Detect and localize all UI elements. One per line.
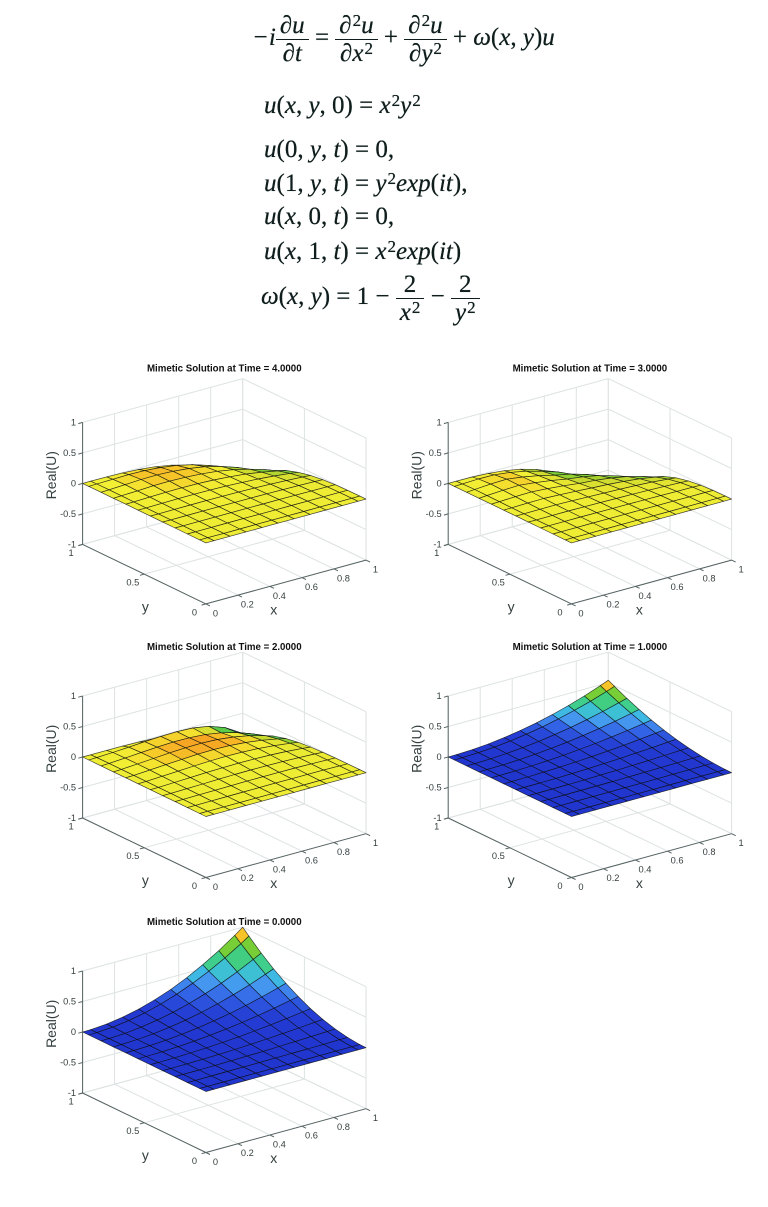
svg-text:0.6: 0.6	[305, 582, 318, 592]
svg-text:0: 0	[578, 882, 583, 892]
svg-text:0.2: 0.2	[241, 600, 254, 610]
svg-text:-0.5: -0.5	[426, 509, 442, 519]
svg-text:0.5: 0.5	[126, 1126, 139, 1136]
svg-text:0.4: 0.4	[273, 591, 286, 601]
svg-text:0.6: 0.6	[305, 1131, 318, 1141]
svg-text:0.4: 0.4	[639, 865, 652, 875]
svg-text:0.8: 0.8	[337, 1122, 350, 1132]
svg-text:Real(U): Real(U)	[408, 725, 424, 773]
svg-text:1: 1	[434, 548, 439, 558]
svg-text:1: 1	[69, 822, 74, 832]
svg-text:-0.5: -0.5	[426, 783, 442, 793]
svg-text:-0.5: -0.5	[60, 783, 76, 793]
svg-text:0: 0	[437, 752, 442, 762]
svg-text:0: 0	[71, 1027, 76, 1037]
svg-text:y: y	[142, 599, 149, 615]
svg-text:1: 1	[739, 565, 744, 575]
svg-text:0.5: 0.5	[492, 851, 505, 861]
svg-text:0.4: 0.4	[273, 1140, 286, 1150]
svg-text:0: 0	[192, 881, 197, 891]
svg-text:0.2: 0.2	[241, 1148, 254, 1158]
svg-text:-1: -1	[433, 540, 441, 550]
svg-text:0.5: 0.5	[126, 851, 139, 861]
svg-text:0: 0	[192, 1156, 197, 1166]
svg-text:Real(U): Real(U)	[43, 451, 59, 499]
svg-text:0: 0	[578, 608, 583, 618]
svg-text:-1: -1	[68, 540, 76, 550]
svg-text:0.5: 0.5	[429, 722, 442, 732]
svg-text:0.5: 0.5	[126, 578, 139, 588]
svg-text:1: 1	[739, 838, 744, 848]
svg-text:y: y	[142, 872, 149, 888]
svg-text:0: 0	[213, 608, 218, 618]
svg-text:Real(U): Real(U)	[43, 1000, 59, 1048]
svg-text:0: 0	[557, 881, 562, 891]
svg-text:0.8: 0.8	[703, 573, 716, 583]
svg-text:0.6: 0.6	[305, 856, 318, 866]
svg-text:0.5: 0.5	[63, 997, 76, 1007]
svg-text:0.4: 0.4	[273, 865, 286, 875]
svg-text:0.8: 0.8	[703, 847, 716, 857]
svg-text:0: 0	[71, 479, 76, 489]
svg-text:1: 1	[373, 565, 378, 575]
svg-text:x: x	[270, 602, 277, 618]
svg-text:Mimetic Solution at Time = 4.0: Mimetic Solution at Time = 4.0000	[147, 364, 302, 375]
svg-text:0.8: 0.8	[337, 573, 350, 583]
svg-text:1: 1	[373, 838, 378, 848]
svg-text:1: 1	[434, 822, 439, 832]
svg-text:0.2: 0.2	[241, 873, 254, 883]
svg-text:0.2: 0.2	[607, 873, 620, 883]
svg-text:Real(U): Real(U)	[408, 451, 424, 499]
svg-text:x: x	[270, 1150, 277, 1166]
svg-text:0: 0	[437, 479, 442, 489]
svg-text:0.2: 0.2	[607, 600, 620, 610]
svg-text:1: 1	[69, 548, 74, 558]
svg-text:0: 0	[557, 607, 562, 617]
svg-text:Mimetic Solution at Time = 3.0: Mimetic Solution at Time = 3.0000	[513, 364, 668, 375]
svg-text:x: x	[270, 875, 277, 891]
svg-text:1: 1	[71, 691, 76, 701]
svg-text:-0.5: -0.5	[60, 1058, 76, 1068]
svg-text:0: 0	[192, 607, 197, 617]
svg-text:Mimetic Solution at Time = 2.0: Mimetic Solution at Time = 2.0000	[147, 642, 302, 653]
svg-text:1: 1	[69, 1097, 74, 1107]
svg-text:0.5: 0.5	[429, 448, 442, 458]
svg-text:Real(U): Real(U)	[43, 725, 59, 773]
svg-text:0.5: 0.5	[492, 578, 505, 588]
svg-text:y: y	[508, 872, 515, 888]
svg-text:0.6: 0.6	[671, 582, 684, 592]
svg-text:1: 1	[71, 418, 76, 428]
svg-text:x: x	[636, 875, 643, 891]
svg-text:Mimetic Solution at Time = 1.0: Mimetic Solution at Time = 1.0000	[513, 642, 668, 653]
svg-text:1: 1	[71, 966, 76, 976]
svg-text:1: 1	[437, 691, 442, 701]
svg-text:-1: -1	[68, 1088, 76, 1098]
svg-text:x: x	[636, 602, 643, 618]
svg-text:-0.5: -0.5	[60, 509, 76, 519]
svg-text:y: y	[142, 1147, 149, 1163]
svg-text:1: 1	[437, 418, 442, 428]
svg-text:-1: -1	[68, 813, 76, 823]
svg-text:0.5: 0.5	[63, 722, 76, 732]
svg-text:0: 0	[213, 882, 218, 892]
svg-text:0: 0	[213, 1157, 218, 1167]
svg-text:0.8: 0.8	[337, 847, 350, 857]
svg-text:Mimetic Solution at Time = 0.0: Mimetic Solution at Time = 0.0000	[147, 917, 302, 928]
svg-text:-1: -1	[433, 813, 441, 823]
svg-text:0: 0	[71, 752, 76, 762]
svg-text:1: 1	[373, 1113, 378, 1123]
svg-text:0.5: 0.5	[63, 448, 76, 458]
svg-text:y: y	[508, 599, 515, 615]
svg-text:0.4: 0.4	[639, 591, 652, 601]
svg-text:0.6: 0.6	[671, 856, 684, 866]
